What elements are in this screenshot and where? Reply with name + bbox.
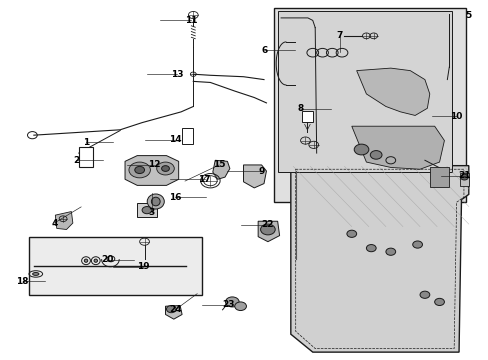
Circle shape (157, 162, 174, 175)
Text: 3: 3 (148, 208, 155, 217)
Circle shape (161, 166, 169, 171)
Polygon shape (125, 156, 178, 185)
Circle shape (260, 224, 275, 235)
Circle shape (225, 297, 239, 307)
Ellipse shape (84, 259, 87, 262)
Text: 19: 19 (137, 262, 149, 271)
Bar (459, 173, 468, 186)
Bar (29, 237, 202, 296)
Bar (277, 11, 451, 172)
Polygon shape (212, 160, 229, 179)
Text: 1: 1 (83, 138, 89, 147)
Circle shape (353, 144, 368, 155)
Text: 14: 14 (168, 135, 181, 144)
Text: 16: 16 (169, 193, 181, 202)
Text: 4: 4 (51, 219, 58, 228)
Circle shape (142, 207, 152, 214)
Polygon shape (258, 221, 279, 242)
Ellipse shape (33, 273, 39, 275)
Circle shape (385, 248, 395, 255)
Text: 10: 10 (449, 112, 462, 121)
Ellipse shape (151, 197, 160, 206)
Polygon shape (55, 212, 73, 229)
Circle shape (419, 291, 429, 298)
Polygon shape (351, 126, 444, 169)
Bar (302, 111, 312, 122)
Text: 11: 11 (184, 16, 197, 25)
Circle shape (234, 302, 246, 311)
Bar (137, 203, 157, 217)
Text: 2: 2 (73, 156, 79, 165)
Circle shape (369, 150, 381, 159)
Bar (429, 167, 448, 187)
Bar (182, 128, 192, 144)
Circle shape (166, 306, 176, 313)
Text: 21: 21 (458, 171, 470, 180)
Circle shape (366, 244, 375, 252)
Circle shape (434, 298, 444, 306)
Bar (79, 147, 93, 167)
Ellipse shape (94, 259, 97, 262)
Polygon shape (290, 166, 468, 352)
Text: 13: 13 (171, 70, 183, 79)
Polygon shape (356, 68, 429, 116)
Ellipse shape (147, 194, 164, 209)
Text: 22: 22 (261, 220, 274, 229)
Polygon shape (243, 165, 266, 188)
Circle shape (460, 174, 468, 180)
Text: 17: 17 (198, 175, 210, 184)
Circle shape (346, 230, 356, 237)
Circle shape (135, 166, 144, 174)
Text: 5: 5 (465, 10, 471, 19)
Circle shape (129, 162, 150, 178)
Text: 23: 23 (222, 300, 235, 309)
Text: 20: 20 (101, 255, 113, 264)
Text: 24: 24 (168, 305, 181, 314)
Text: 9: 9 (258, 167, 264, 176)
Polygon shape (165, 306, 182, 319)
Circle shape (412, 241, 422, 248)
Text: 7: 7 (336, 31, 342, 40)
Text: 18: 18 (17, 276, 29, 285)
Text: 12: 12 (148, 161, 160, 170)
Text: 15: 15 (212, 161, 225, 170)
Text: 6: 6 (261, 46, 267, 55)
Text: 8: 8 (297, 104, 303, 113)
Bar (273, 8, 466, 202)
